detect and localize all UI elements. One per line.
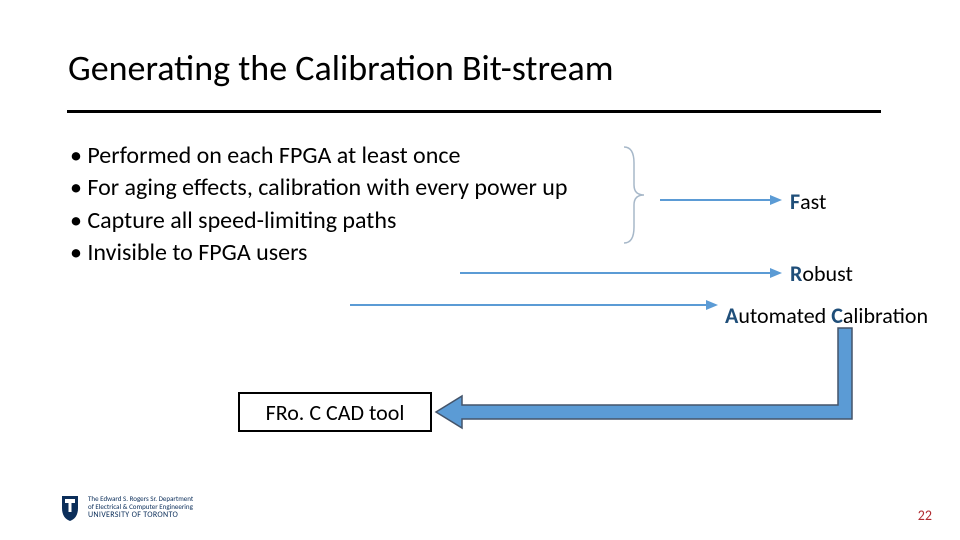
crest-icon: [60, 494, 80, 522]
label-automated-calibration: Automated Calibration: [725, 302, 928, 329]
label-ac-c-accent: C: [831, 302, 843, 329]
affiliation-text: The Edward S. Rogers Sr. Department of E…: [88, 495, 193, 520]
slide: Generating the Calibration Bit-stream • …: [0, 0, 960, 540]
arrow-to-automated: [350, 300, 718, 310]
label-robust: Robust: [790, 260, 853, 287]
arrow-to-toolbox: [436, 328, 852, 428]
label-robust-accent: R: [790, 260, 802, 287]
arrow-to-fast: [660, 195, 782, 205]
label-fast-accent: F: [790, 188, 800, 215]
tool-box: FRo. C CAD tool: [238, 392, 432, 432]
arrow-to-robust: [460, 268, 782, 278]
page-number: 22: [918, 507, 932, 524]
label-ac-a-rest: utomated: [738, 302, 831, 329]
label-fast-rest: ast: [800, 188, 826, 215]
label-robust-rest: obust: [802, 260, 852, 287]
affiliation-line3: UNIVERSITY OF TORONTO: [88, 511, 193, 520]
label-fast: Fast: [790, 188, 826, 215]
label-ac-a-accent: A: [725, 302, 738, 329]
affiliation-logo: The Edward S. Rogers Sr. Department of E…: [60, 494, 193, 522]
label-ac-c-rest: alibration: [843, 302, 928, 329]
tool-box-label: FRo. C CAD tool: [266, 399, 405, 426]
